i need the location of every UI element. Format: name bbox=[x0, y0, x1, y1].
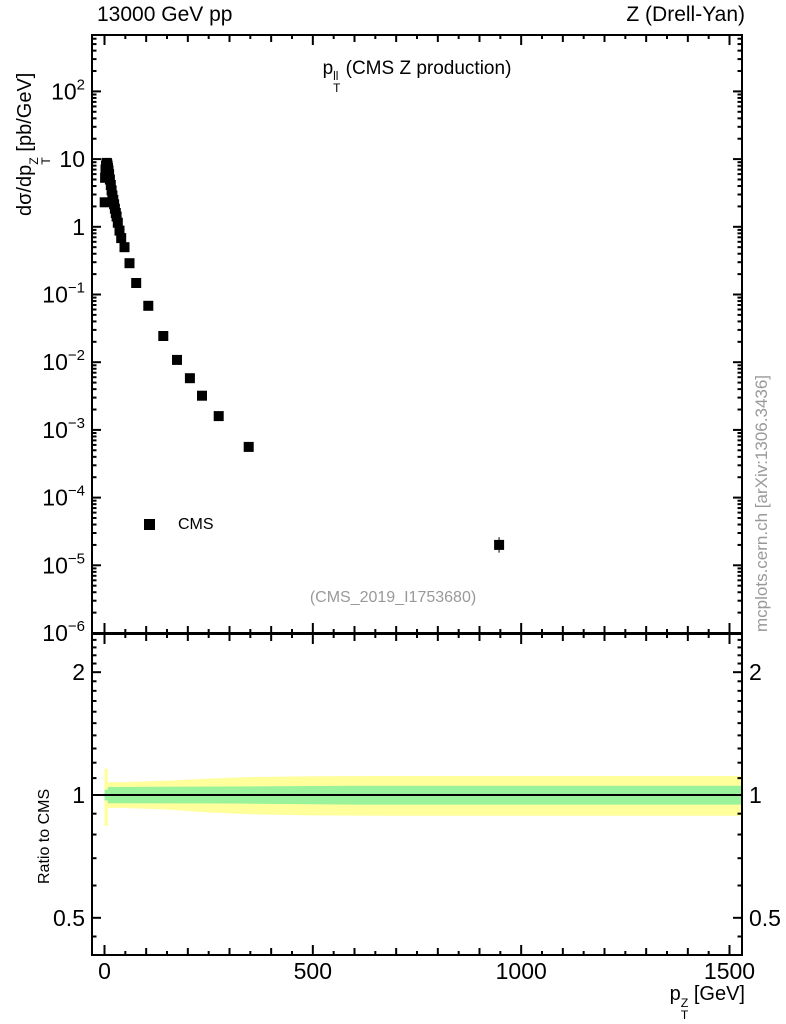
x-tick-label: 1000 bbox=[496, 958, 547, 984]
data-point-marker bbox=[114, 225, 125, 236]
y-tick-label-main: 10−1 bbox=[42, 280, 85, 308]
data-point-marker bbox=[172, 354, 182, 365]
plot-title-sub: T bbox=[333, 82, 341, 96]
data-point-marker bbox=[105, 180, 116, 190]
data-point-marker bbox=[111, 211, 122, 222]
data-point-marker bbox=[119, 242, 130, 253]
y-tick-label-main: 10−3 bbox=[42, 415, 85, 443]
plot-title-sup: ll bbox=[333, 70, 339, 84]
y-tick-label-main: 10−4 bbox=[42, 483, 85, 511]
x-axis-label-sup: Z bbox=[680, 995, 689, 1010]
data-point-marker bbox=[184, 373, 195, 384]
y-tick-label-main: 102 bbox=[51, 76, 85, 104]
plot-title-supsub: ll T bbox=[333, 71, 340, 95]
x-tick-label: 500 bbox=[294, 958, 332, 984]
y-tick-label-ratio-right: 2 bbox=[749, 659, 762, 685]
data-point-marker bbox=[104, 174, 115, 185]
y-axis-label-main: dσ/dp Z T [pb/GeV] bbox=[14, 73, 53, 216]
x-axis-label-sub: T bbox=[680, 1008, 689, 1023]
data-point-marker bbox=[124, 258, 135, 269]
data-point-marker bbox=[213, 411, 224, 422]
x-tick-label: 0 bbox=[98, 958, 111, 984]
y-tick-label-ratio-right: 1 bbox=[749, 782, 762, 808]
y-tick-label-ratio-left: 1 bbox=[72, 782, 85, 808]
y-tick-label-ratio-left: 2 bbox=[72, 659, 85, 685]
x-axis-label-base: p bbox=[669, 983, 681, 1005]
y-axis-label-pre: dσ/dp bbox=[14, 164, 36, 216]
data-point-marker bbox=[116, 233, 127, 244]
x-axis-label-unit: [GeV] bbox=[693, 983, 745, 1005]
legend-marker-icon bbox=[144, 519, 155, 530]
data-point-marker bbox=[106, 185, 117, 196]
y-tick-label-ratio-left: 0.5 bbox=[53, 905, 85, 931]
y-tick-label-main: 1 bbox=[72, 214, 85, 240]
y-tick-label-ratio-right: 0.5 bbox=[749, 905, 781, 931]
y-tick-label-main: 10 bbox=[59, 146, 85, 172]
analysis-reference-label: (CMS_2019_I1753680) bbox=[309, 589, 477, 606]
y-tick-label-main: 10−6 bbox=[42, 618, 85, 646]
plot-title-base: p bbox=[322, 58, 334, 79]
data-point-marker bbox=[143, 300, 154, 311]
plot-title-rest: (CMS Z production) bbox=[345, 58, 512, 79]
data-point-marker bbox=[197, 390, 207, 401]
main-panel-frame bbox=[91, 34, 743, 634]
x-tick-label: 1500 bbox=[704, 958, 755, 984]
data-point-marker bbox=[112, 217, 123, 228]
plot-title: p ll T (CMS Z production) bbox=[217, 58, 617, 95]
data-point-marker bbox=[494, 539, 505, 550]
data-point-marker bbox=[243, 441, 254, 452]
data-point-marker bbox=[158, 331, 169, 341]
data-point-marker bbox=[99, 197, 110, 208]
y-axis-label-unit: [pb/GeV] bbox=[14, 72, 36, 152]
watermark-text: mcplots.cern.ch [arXiv:1306.3436] bbox=[752, 374, 771, 632]
data-point-marker bbox=[104, 169, 115, 180]
data-point-marker bbox=[131, 278, 142, 288]
y-tick-label-main: 10−2 bbox=[42, 347, 85, 375]
y-axis-label-sub: T bbox=[39, 157, 54, 165]
header-process: Z (Drell-Yan) bbox=[626, 3, 745, 26]
y-tick-label-main: 10−5 bbox=[42, 550, 85, 578]
plot-root: 0 500 1000 150010210110−110−210−310−410−510… bbox=[42, 34, 781, 984]
header-beam-energy: 13000 GeV pp bbox=[97, 3, 233, 26]
ratio-panel-frame bbox=[91, 633, 743, 956]
legend-label: CMS bbox=[178, 516, 214, 533]
y-axis-label-ratio: Ratio to CMS bbox=[36, 788, 53, 884]
